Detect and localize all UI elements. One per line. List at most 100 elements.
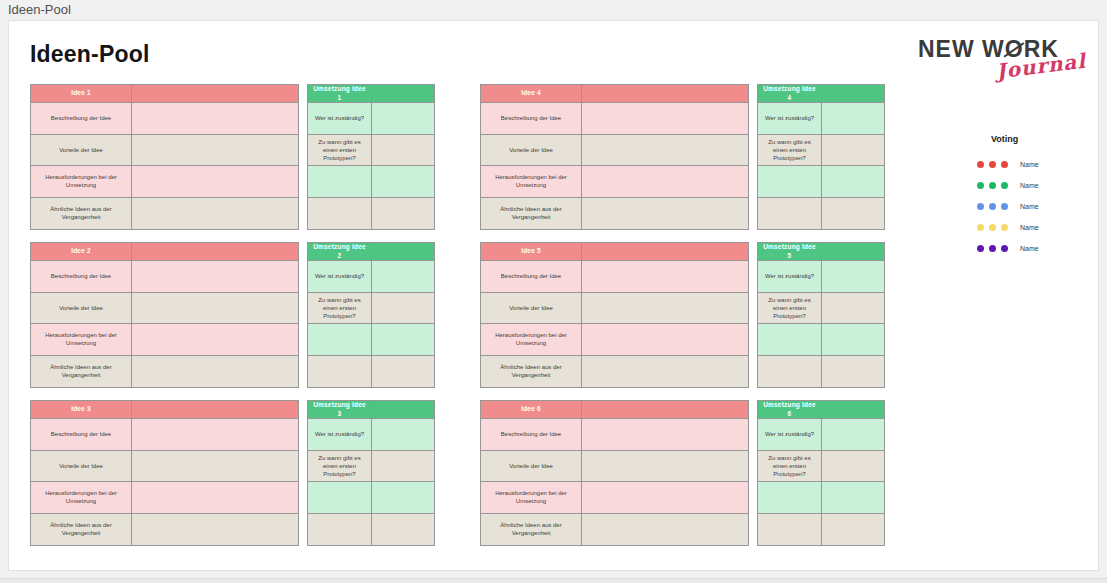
umsetzung-row-label (308, 514, 372, 546)
umsetzung-value-cell[interactable] (822, 451, 884, 483)
umsetzung-value-cell[interactable] (372, 514, 434, 546)
idea-row-label: Ähnliche Ideen aus der Vergangenheit (481, 198, 582, 230)
vote-dot[interactable] (1001, 203, 1008, 210)
umsetzung-value-cell[interactable] (822, 135, 884, 167)
umsetzung-table-title: Umsetzung Idee 1 (308, 85, 372, 103)
umsetzung-table: Umsetzung Idee 4 Wer ist zuständig? Zu w… (757, 84, 885, 230)
umsetzung-row-label: Wer ist zuständig? (758, 419, 822, 451)
idea-value-cell[interactable] (132, 135, 298, 167)
voting-legend-title: Voting (991, 134, 1018, 144)
idea-value-cell[interactable] (582, 482, 748, 514)
idea-row-label: Vorteile der Idee (31, 293, 132, 325)
umsetzung-value-cell[interactable] (822, 293, 884, 325)
umsetzung-value-cell[interactable] (822, 198, 884, 230)
vote-dot[interactable] (977, 245, 984, 252)
new-work-journal-logo: NEW WORK Journal (918, 36, 1083, 82)
umsetzung-row-label: Zu wann gibt es einen ersten Prototypen? (758, 293, 822, 325)
idea-value-cell[interactable] (582, 324, 748, 356)
idea-table-header-spacer (132, 243, 298, 261)
idea-table: Idee 4 Beschreibung der Idee Vorteile de… (480, 84, 749, 230)
umsetzung-row-label: Wer ist zuständig? (308, 419, 372, 451)
umsetzung-table-header-spacer (372, 401, 434, 419)
umsetzung-value-cell[interactable] (372, 482, 434, 514)
idea-value-cell[interactable] (582, 135, 748, 167)
vote-dot[interactable] (989, 161, 996, 168)
umsetzung-value-cell[interactable] (822, 166, 884, 198)
umsetzung-value-cell[interactable] (372, 198, 434, 230)
idea-value-cell[interactable] (582, 419, 748, 451)
umsetzung-value-cell[interactable] (822, 356, 884, 388)
idea-value-cell[interactable] (132, 482, 298, 514)
voting-entry: Name (977, 221, 1039, 233)
idea-value-cell[interactable] (582, 514, 748, 546)
umsetzung-row-label: Zu wann gibt es einen ersten Prototypen? (308, 135, 372, 167)
vote-dot[interactable] (989, 182, 996, 189)
umsetzung-value-cell[interactable] (822, 103, 884, 135)
umsetzung-value-cell[interactable] (372, 166, 434, 198)
vote-dot[interactable] (1001, 224, 1008, 231)
idea-group: Idee 5 Beschreibung der Idee Vorteile de… (480, 242, 885, 389)
idea-row-label: Herausforderungen bei der Umsetzung (31, 166, 132, 198)
umsetzung-value-cell[interactable] (372, 356, 434, 388)
idea-table: Idee 3 Beschreibung der Idee Vorteile de… (30, 400, 299, 546)
vote-dot[interactable] (1001, 245, 1008, 252)
idea-value-cell[interactable] (582, 103, 748, 135)
idea-value-cell[interactable] (132, 419, 298, 451)
idea-value-cell[interactable] (132, 166, 298, 198)
umsetzung-value-cell[interactable] (372, 293, 434, 325)
idea-value-cell[interactable] (132, 324, 298, 356)
idea-row-label: Beschreibung der Idee (481, 419, 582, 451)
idea-table-title: Idee 1 (31, 85, 132, 103)
umsetzung-table: Umsetzung Idee 3 Wer ist zuständig? Zu w… (307, 400, 435, 546)
idea-value-cell[interactable] (582, 293, 748, 325)
idea-value-cell[interactable] (132, 514, 298, 546)
idea-value-cell[interactable] (132, 293, 298, 325)
vote-name-label: Name (1020, 245, 1039, 252)
idea-value-cell[interactable] (132, 451, 298, 483)
idea-value-cell[interactable] (132, 103, 298, 135)
umsetzung-value-cell[interactable] (822, 324, 884, 356)
vote-dot[interactable] (1001, 161, 1008, 168)
idea-row-label: Ähnliche Ideen aus der Vergangenheit (481, 514, 582, 546)
idea-row-label: Ähnliche Ideen aus der Vergangenheit (31, 356, 132, 388)
umsetzung-value-cell[interactable] (372, 419, 434, 451)
umsetzung-value-cell[interactable] (822, 261, 884, 293)
voting-entry: Name (977, 158, 1039, 170)
umsetzung-value-cell[interactable] (372, 103, 434, 135)
vote-dot[interactable] (989, 224, 996, 231)
idea-value-cell[interactable] (132, 261, 298, 293)
umsetzung-value-cell[interactable] (822, 514, 884, 546)
umsetzung-table-header-spacer (822, 401, 884, 419)
idea-table-title: Idee 6 (481, 401, 582, 419)
vote-dot[interactable] (977, 224, 984, 231)
idea-value-cell[interactable] (582, 356, 748, 388)
idea-table-title: Idee 3 (31, 401, 132, 419)
idea-row-label: Vorteile der Idee (31, 135, 132, 167)
vote-dot[interactable] (977, 182, 984, 189)
page-title: Ideen-Pool (30, 41, 150, 68)
idea-value-cell[interactable] (582, 166, 748, 198)
umsetzung-value-cell[interactable] (822, 482, 884, 514)
idea-value-cell[interactable] (582, 261, 748, 293)
umsetzung-value-cell[interactable] (372, 324, 434, 356)
idea-value-cell[interactable] (132, 198, 298, 230)
idea-value-cell[interactable] (582, 198, 748, 230)
vote-dot[interactable] (989, 203, 996, 210)
vote-name-label: Name (1020, 224, 1039, 231)
vote-name-label: Name (1020, 182, 1039, 189)
umsetzung-value-cell[interactable] (372, 261, 434, 293)
umsetzung-value-cell[interactable] (372, 451, 434, 483)
umsetzung-row-label: Wer ist zuständig? (758, 103, 822, 135)
umsetzung-row-label (308, 324, 372, 356)
vote-dot[interactable] (1001, 182, 1008, 189)
umsetzung-row-label: Wer ist zuständig? (308, 103, 372, 135)
idea-row-label: Beschreibung der Idee (481, 261, 582, 293)
idea-value-cell[interactable] (582, 451, 748, 483)
vote-dot[interactable] (977, 161, 984, 168)
idea-value-cell[interactable] (132, 356, 298, 388)
umsetzung-table-header-spacer (372, 243, 434, 261)
umsetzung-value-cell[interactable] (372, 135, 434, 167)
vote-dot[interactable] (989, 245, 996, 252)
vote-dot[interactable] (977, 203, 984, 210)
umsetzung-value-cell[interactable] (822, 419, 884, 451)
